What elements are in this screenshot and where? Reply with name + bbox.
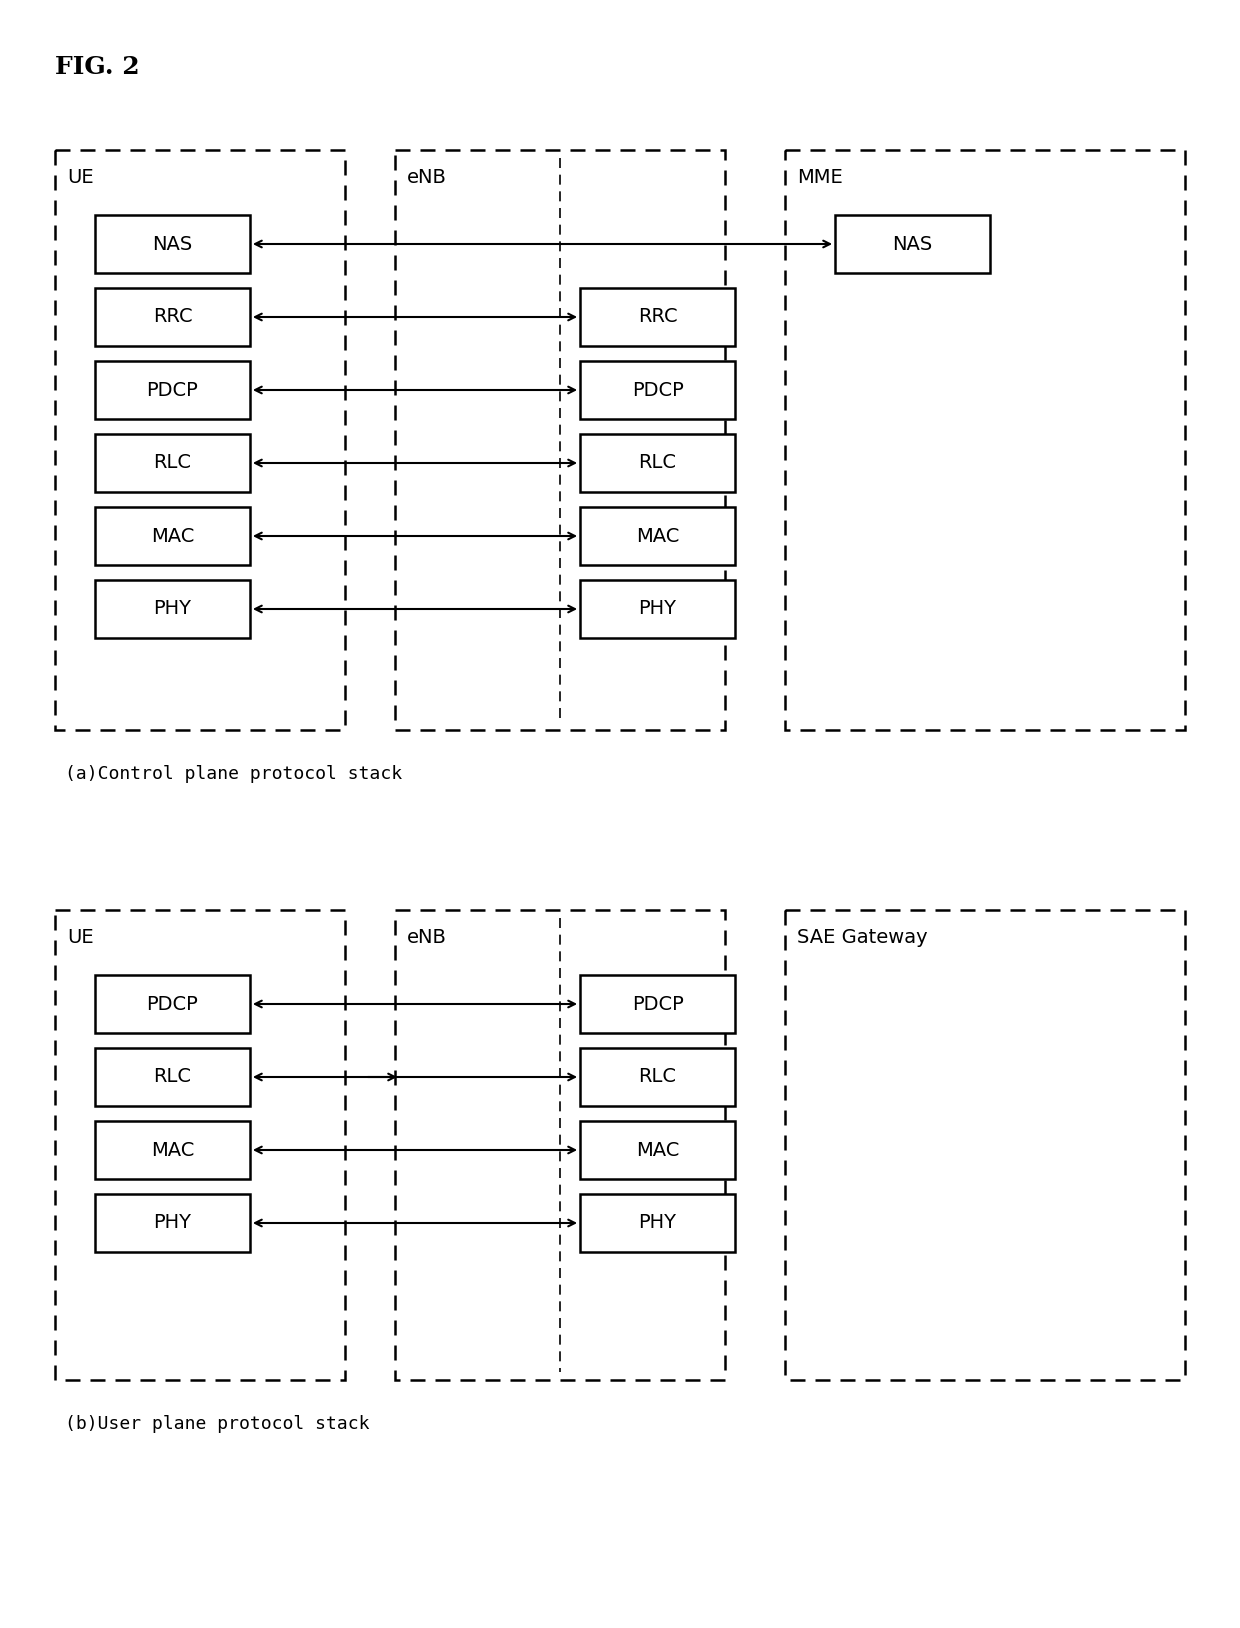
- Text: (a)Control plane protocol stack: (a)Control plane protocol stack: [64, 765, 402, 783]
- Bar: [580, 506, 735, 565]
- Bar: [95, 215, 250, 274]
- Text: PHY: PHY: [154, 1213, 191, 1232]
- Text: MME: MME: [797, 168, 843, 187]
- Bar: [580, 1122, 735, 1179]
- Bar: [580, 1193, 735, 1252]
- Bar: [95, 361, 250, 418]
- Text: UE: UE: [67, 928, 94, 947]
- Text: MAC: MAC: [636, 1141, 680, 1159]
- Text: PHY: PHY: [639, 599, 677, 619]
- Text: MAC: MAC: [151, 1141, 195, 1159]
- Bar: [95, 435, 250, 492]
- Text: PHY: PHY: [639, 1213, 677, 1232]
- Text: MAC: MAC: [636, 526, 680, 545]
- Text: RLC: RLC: [154, 1068, 191, 1086]
- Bar: [580, 1048, 735, 1105]
- Bar: [785, 910, 1185, 1381]
- Text: PDCP: PDCP: [631, 381, 683, 399]
- Text: eNB: eNB: [407, 168, 446, 187]
- Text: UE: UE: [67, 168, 94, 187]
- Bar: [95, 506, 250, 565]
- Text: PDCP: PDCP: [146, 381, 198, 399]
- Bar: [95, 975, 250, 1034]
- Bar: [580, 361, 735, 418]
- Text: RRC: RRC: [637, 308, 677, 327]
- Bar: [580, 288, 735, 347]
- Bar: [95, 1122, 250, 1179]
- Bar: [580, 580, 735, 638]
- Bar: [95, 1193, 250, 1252]
- Text: (b)User plane protocol stack: (b)User plane protocol stack: [64, 1415, 370, 1433]
- Text: RLC: RLC: [639, 454, 677, 472]
- Text: eNB: eNB: [407, 928, 446, 947]
- Text: FIG. 2: FIG. 2: [55, 55, 140, 80]
- Text: RLC: RLC: [154, 454, 191, 472]
- Text: PDCP: PDCP: [631, 995, 683, 1014]
- Bar: [55, 910, 345, 1381]
- Text: NAS: NAS: [153, 234, 192, 254]
- Bar: [55, 150, 345, 729]
- Text: RRC: RRC: [153, 308, 192, 327]
- Bar: [785, 150, 1185, 729]
- Text: PHY: PHY: [154, 599, 191, 619]
- Bar: [396, 150, 725, 729]
- Text: MAC: MAC: [151, 526, 195, 545]
- Text: NAS: NAS: [893, 234, 932, 254]
- Bar: [95, 1048, 250, 1105]
- Bar: [95, 580, 250, 638]
- Bar: [396, 910, 725, 1381]
- Bar: [95, 288, 250, 347]
- Text: SAE Gateway: SAE Gateway: [797, 928, 928, 947]
- Bar: [835, 215, 990, 274]
- Bar: [580, 975, 735, 1034]
- Bar: [580, 435, 735, 492]
- Text: RLC: RLC: [639, 1068, 677, 1086]
- Text: PDCP: PDCP: [146, 995, 198, 1014]
